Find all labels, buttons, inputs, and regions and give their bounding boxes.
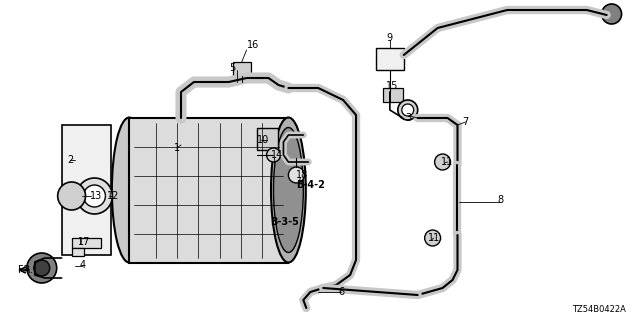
Text: 11: 11 [440,157,453,167]
Text: B-3-5: B-3-5 [271,217,300,227]
Text: 11: 11 [428,233,440,243]
Bar [383,88,403,102]
Bar [72,238,102,248]
Text: 9: 9 [386,33,392,43]
Bar [233,62,251,76]
Text: 15: 15 [386,81,398,91]
Text: 1: 1 [174,143,180,153]
Circle shape [425,230,440,246]
Text: 8: 8 [497,195,504,205]
Circle shape [266,148,280,162]
Circle shape [402,104,413,116]
Text: 14: 14 [271,150,283,160]
Ellipse shape [112,117,147,262]
Circle shape [602,4,621,24]
Circle shape [27,253,57,283]
Circle shape [58,182,86,210]
Bar [61,125,111,255]
Text: 4: 4 [79,260,86,270]
Text: 5: 5 [228,63,235,73]
Circle shape [289,167,305,183]
Ellipse shape [273,127,303,252]
Circle shape [84,185,106,207]
Text: 2: 2 [68,155,74,165]
Text: 17: 17 [77,237,90,247]
Text: TZ54B0422A: TZ54B0422A [572,306,626,315]
Text: 12: 12 [108,191,120,201]
Circle shape [77,178,113,214]
Circle shape [34,260,50,276]
Bar [72,248,84,256]
Text: 13: 13 [90,191,102,201]
Ellipse shape [271,117,306,262]
Bar [257,128,278,150]
Bar [129,118,289,263]
Text: 6: 6 [338,287,344,297]
Bar [376,48,404,70]
Circle shape [435,154,451,170]
Text: 10: 10 [257,135,269,145]
Circle shape [398,100,418,120]
Text: 18: 18 [296,170,308,180]
Text: 16: 16 [246,40,259,50]
Text: FR.: FR. [18,265,33,275]
Text: 3: 3 [406,113,412,123]
Text: B-4-2: B-4-2 [296,180,325,190]
Text: 7: 7 [463,117,468,127]
